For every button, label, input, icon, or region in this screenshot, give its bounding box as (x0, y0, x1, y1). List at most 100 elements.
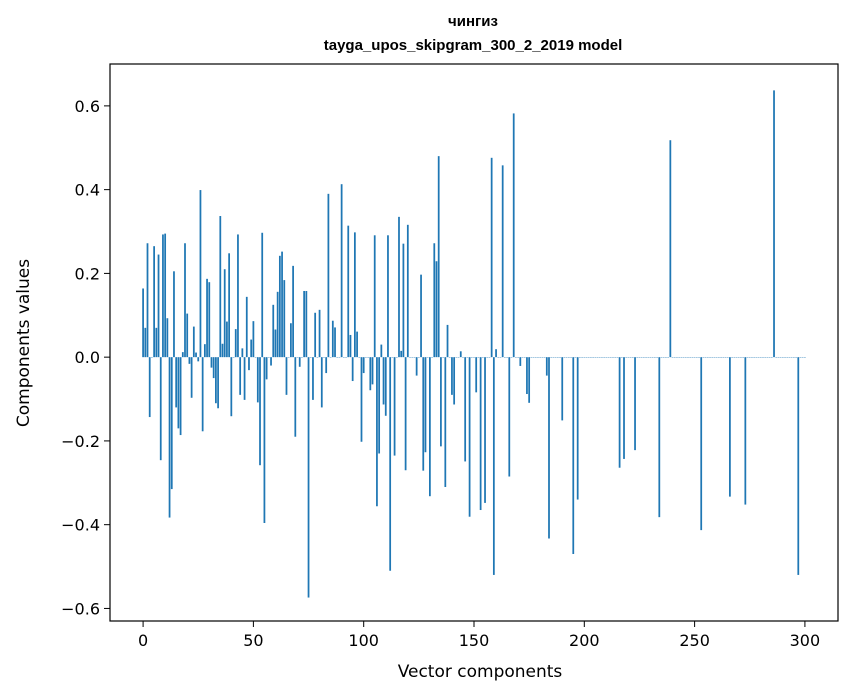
bar (528, 357, 531, 403)
bar (424, 357, 427, 453)
bar (234, 329, 237, 358)
bar (261, 232, 264, 358)
bar (340, 184, 343, 358)
bar (239, 357, 242, 395)
bar (334, 327, 336, 358)
bar (312, 357, 314, 400)
chart-subtitle: tayga_upos_skipgram_300_2_2019 model (324, 37, 623, 54)
bar (307, 357, 310, 598)
y-axis-label: Components values (14, 259, 34, 427)
bar (351, 357, 354, 382)
bar (433, 243, 436, 358)
bar (305, 290, 308, 358)
bar (197, 357, 200, 362)
bar (215, 357, 217, 404)
bar (208, 282, 211, 358)
bar (393, 357, 396, 456)
bar (729, 357, 731, 497)
bar (700, 357, 703, 531)
bar (420, 274, 422, 358)
bar (415, 357, 418, 376)
bar (290, 323, 292, 358)
bar (142, 288, 144, 358)
bar (159, 357, 162, 461)
bar (221, 343, 224, 358)
bar (283, 280, 286, 358)
bar (223, 269, 226, 358)
bar (259, 357, 261, 466)
bar (272, 304, 275, 358)
bar (373, 235, 376, 358)
bar (325, 357, 328, 374)
bar (285, 357, 288, 395)
bar (276, 291, 279, 358)
bar (618, 357, 621, 468)
bar (576, 357, 579, 500)
bar (349, 334, 352, 358)
bar (170, 357, 173, 490)
bar (444, 357, 447, 487)
bar (492, 357, 495, 575)
y-tick-label: −0.4 (61, 516, 100, 535)
bar (250, 339, 253, 358)
bar (217, 357, 219, 409)
x-tick-label: 0 (138, 631, 148, 650)
bar (398, 216, 400, 358)
bar (173, 271, 175, 358)
chart-title: чингиз (448, 13, 498, 30)
bar (146, 243, 149, 358)
bar (192, 326, 195, 358)
bar (402, 243, 405, 358)
bar (404, 357, 407, 471)
bar (188, 357, 191, 364)
y-tick-label: −0.6 (61, 599, 100, 618)
x-tick-label: 300 (790, 631, 821, 650)
bar (484, 357, 486, 503)
bar (230, 357, 233, 417)
bar (179, 357, 182, 436)
y-tick-label: 0.6 (75, 97, 100, 116)
bar (210, 357, 213, 368)
bar (270, 357, 272, 366)
bar (303, 290, 306, 358)
bar (219, 216, 222, 358)
bar (155, 327, 158, 358)
bar (226, 321, 228, 358)
bar (429, 357, 431, 497)
bar (175, 357, 178, 408)
bar (228, 253, 230, 358)
bar (406, 224, 409, 358)
bar (256, 357, 259, 403)
bar (294, 357, 297, 437)
bar (382, 357, 385, 405)
bar (435, 261, 438, 358)
y-tick-label: −0.2 (61, 432, 100, 451)
bar (634, 357, 636, 451)
bar (265, 357, 268, 380)
bar (298, 357, 301, 367)
bar (166, 318, 169, 358)
bar (203, 344, 206, 358)
y-tick-label: 0.0 (75, 348, 100, 367)
bar (490, 157, 493, 358)
bar (545, 357, 548, 376)
bar (164, 233, 167, 358)
bar (495, 349, 497, 358)
bar (292, 265, 294, 358)
bar (181, 352, 184, 358)
bar (320, 357, 323, 408)
bar (184, 243, 186, 358)
bar (464, 357, 467, 462)
bar (479, 357, 482, 511)
bar (387, 235, 389, 358)
bar (327, 193, 330, 358)
bar (243, 357, 246, 400)
bar (475, 357, 478, 393)
bar (190, 357, 193, 398)
bar (446, 324, 449, 358)
bar (451, 357, 453, 395)
y-tick-label: 0.4 (75, 181, 100, 200)
bar (347, 225, 350, 358)
y-axis-ticks: −0.6 −0.4 −0.2 0.0 0.2 0.4 0.6 (61, 97, 110, 618)
